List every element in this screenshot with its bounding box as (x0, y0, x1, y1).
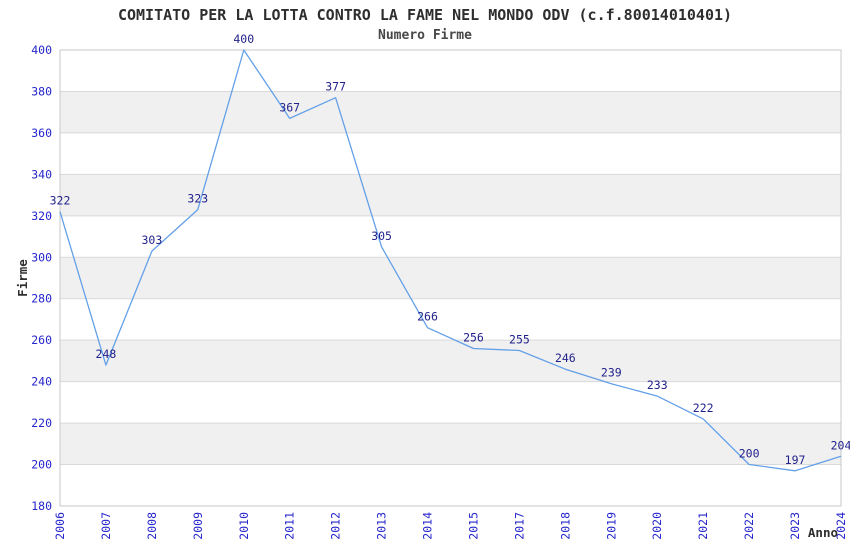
x-tick-label: 2023 (788, 512, 802, 540)
x-tick-label: 2006 (53, 512, 67, 540)
y-axis-title: Firme (15, 259, 30, 297)
value-label: 248 (96, 347, 117, 361)
value-label: 256 (463, 330, 484, 344)
value-label: 323 (187, 192, 208, 206)
value-label: 239 (601, 366, 622, 380)
x-tick-label: 2022 (742, 512, 756, 540)
x-tick-label: 2009 (191, 512, 205, 540)
data-line (59, 49, 842, 472)
value-label: 233 (647, 378, 668, 392)
y-tick-label: 200 (31, 458, 52, 472)
y-tick-label: 320 (31, 209, 52, 223)
x-tick-label: 2021 (696, 512, 710, 540)
value-label: 204 (831, 438, 850, 452)
x-tick-label: 2019 (604, 512, 618, 540)
value-label: 305 (371, 229, 392, 243)
value-label: 322 (50, 194, 71, 208)
grid-band (60, 174, 841, 216)
value-label: 266 (417, 310, 438, 324)
x-tick-label: 2011 (283, 512, 297, 540)
x-tick-label: 2013 (375, 512, 389, 540)
x-tick-label: 2024 (834, 512, 848, 540)
x-tick-label: 2007 (99, 512, 113, 540)
y-tick-label: 220 (31, 416, 52, 430)
value-label: 222 (693, 401, 714, 415)
y-tick-label: 300 (31, 250, 52, 264)
y-tick-label: 380 (31, 84, 52, 98)
grid-band (60, 340, 841, 382)
grid-band (60, 257, 841, 299)
x-tick-label: 2015 (466, 512, 480, 540)
y-tick-label: 400 (31, 43, 52, 57)
value-label: 246 (555, 351, 576, 365)
plot-border (59, 49, 842, 507)
y-tick-label: 260 (31, 333, 52, 347)
grid-band (60, 91, 841, 133)
value-label: 303 (141, 233, 162, 247)
x-tick-label: 2012 (329, 512, 343, 540)
x-axis-title: Anno (808, 525, 838, 540)
x-tick-label: 2018 (558, 512, 572, 540)
x-tick-label: 2008 (145, 512, 159, 540)
grid-band (60, 423, 841, 465)
y-tick-label: 340 (31, 167, 52, 181)
x-tick-label: 2010 (237, 512, 251, 540)
y-tick-label: 180 (31, 499, 52, 513)
value-label: 377 (325, 80, 346, 94)
value-label: 255 (509, 333, 530, 347)
y-tick-label: 360 (31, 126, 52, 140)
y-tick-label: 240 (31, 375, 52, 389)
value-label: 400 (233, 32, 254, 46)
value-label: 200 (739, 447, 760, 461)
chart-subtitle: Numero Firme (378, 28, 472, 43)
value-label: 367 (279, 100, 300, 114)
chart-title: COMITATO PER LA LOTTA CONTRO LA FAME NEL… (117, 6, 733, 24)
x-tick-label: 2014 (421, 512, 435, 540)
x-tick-label: 2017 (512, 512, 526, 540)
y-tick-label: 280 (31, 292, 52, 306)
x-tick-label: 2020 (650, 512, 664, 540)
value-label: 197 (785, 453, 806, 467)
